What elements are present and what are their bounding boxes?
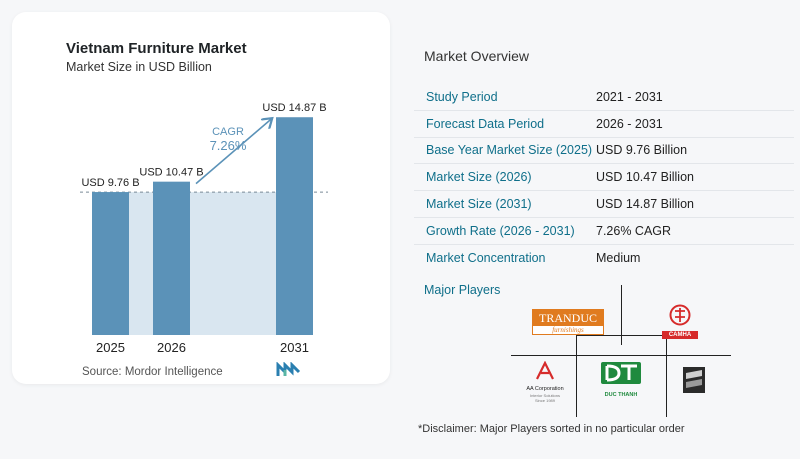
bar-chart: USD 9.76 B 2025 USD 10.47 B 2026 USD 14.87 B… — [80, 102, 328, 355]
overview-value: USD 9.76 Billion — [596, 143, 688, 158]
logo-grid-divider — [576, 335, 577, 417]
camha-emblem-icon — [669, 304, 691, 326]
x-tick-label: 2025 — [96, 340, 125, 355]
overview-label: Study Period — [426, 89, 498, 104]
major-players-title: Major Players — [424, 283, 501, 297]
overview-title: Market Overview — [424, 48, 530, 64]
chart-title: Vietnam Furniture Market — [66, 40, 247, 57]
cagr-arrow — [195, 119, 271, 185]
overview-value: USD 10.47 Billion — [596, 170, 694, 185]
logo-grid-divider — [511, 355, 731, 356]
overview-label: Market Concentration — [426, 251, 546, 266]
x-tick-label: 2026 — [157, 340, 186, 355]
camha-logo: CAMHA — [662, 304, 698, 339]
chart-subtitle: Market Size in USD Billion — [66, 60, 212, 74]
aa-corporation-logo: AA Corporation Interior Solutions Since … — [520, 360, 570, 413]
bar-2031 — [276, 117, 313, 336]
bar-2026 — [153, 181, 190, 335]
overview-value: USD 14.87 Billion — [596, 197, 694, 212]
bar-value-label: USD 14.87 B — [262, 102, 326, 114]
player-five-logo — [682, 366, 708, 394]
player-five-emblem-icon — [683, 367, 705, 393]
overview-row-size-2026: Market Size (2026) USD 10.47 Billion — [414, 164, 794, 192]
aa-corporation-logo-subtext: Interior Solutions Since 1989 — [529, 393, 560, 403]
tranduc-logo-subtext: furnishings — [552, 326, 584, 334]
mordor-logo — [276, 362, 301, 376]
overview-label: Base Year Market Size (2025) — [426, 143, 593, 158]
overview-row-base-year: Base Year Market Size (2025) USD 9.76 Bi… — [414, 138, 794, 165]
overview-label: Growth Rate (2026 - 2031) — [426, 223, 575, 238]
aa-corporation-emblem-icon — [536, 360, 554, 380]
duc-thanh-logo-text: DUC THANH — [604, 392, 638, 398]
overview-label: Forecast Data Period — [426, 116, 545, 131]
tranduc-logo-text: TRANDUC — [533, 310, 603, 326]
overview-row-growth-rate: Growth Rate (2026 - 2031) 7.26% CAGR — [414, 218, 794, 245]
overview-label: Market Size (2026) — [426, 170, 532, 185]
duc-thanh-emblem-icon — [601, 362, 641, 384]
logo-grid-divider — [576, 335, 666, 336]
disclaimer-text: *Disclaimer: Major Players sorted in no … — [418, 423, 685, 435]
overview-row-study-period: Study Period 2021 - 2031 — [414, 84, 794, 111]
overview-row-size-2031: Market Size (2031) USD 14.87 Billion — [414, 191, 794, 218]
overview-label: Market Size (2031) — [426, 197, 532, 212]
source-text: Source: Mordor Intelligence — [82, 366, 223, 378]
overview-value: 2026 - 2031 — [596, 116, 663, 131]
logo-grid-divider — [666, 335, 667, 417]
x-tick-label: 2031 — [280, 340, 309, 355]
overview-row-concentration: Market Concentration Medium — [414, 245, 794, 272]
overview-table: Study Period 2021 - 2031 Forecast Data P… — [414, 84, 794, 272]
overview-value: 2021 - 2031 — [596, 89, 663, 104]
camha-logo-text: CAMHA — [662, 331, 698, 339]
bar-value-label: USD 10.47 B — [139, 167, 203, 179]
cagr-value: 7.26% — [210, 138, 247, 153]
overview-value: 7.26% CAGR — [596, 223, 672, 238]
bar-2025 — [92, 192, 129, 335]
overview-value: Medium — [596, 251, 641, 266]
cagr-label: CAGR — [212, 126, 244, 138]
overview-row-forecast-period: Forecast Data Period 2026 - 2031 — [414, 111, 794, 138]
aa-corporation-logo-text: AA Corporation — [526, 386, 564, 392]
logo-grid-divider — [621, 285, 622, 345]
duc-thanh-logo: DUC THANH — [597, 360, 645, 400]
tranduc-logo: TRANDUC furnishings — [532, 309, 604, 335]
bar-value-label: USD 9.76 B — [81, 177, 139, 189]
